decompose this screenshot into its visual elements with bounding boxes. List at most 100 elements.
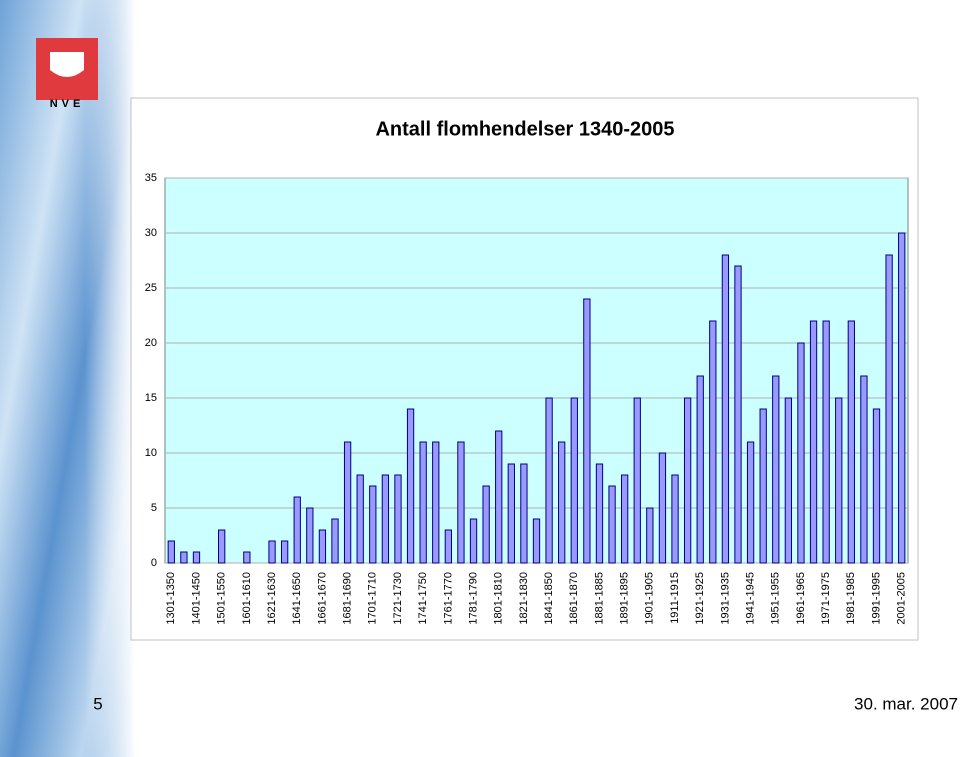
- bar: [570, 397, 578, 564]
- bar: [709, 320, 717, 564]
- bar: [369, 485, 377, 564]
- x-tick-label: 1961-1965: [795, 572, 807, 625]
- bar: [280, 540, 289, 564]
- x-tick-label: 1501-1550: [216, 572, 228, 625]
- x-tick-label: 1801-1810: [493, 572, 505, 625]
- x-tick-label: 1901-1905: [644, 572, 656, 625]
- bar: [734, 265, 742, 564]
- bar: [167, 540, 175, 564]
- bar: [192, 551, 201, 564]
- bar: [860, 375, 868, 564]
- bar: [469, 518, 478, 564]
- x-tick-label: 1721-1730: [392, 572, 404, 625]
- x-tick-label: 1761-1770: [442, 572, 454, 625]
- bar: [658, 452, 667, 564]
- x-tick-label: 2001-2005: [896, 572, 908, 625]
- bar: [381, 474, 390, 564]
- bar: [696, 375, 704, 564]
- y-tick-label: 30: [145, 227, 157, 239]
- bar: [180, 551, 188, 564]
- bar: [646, 507, 654, 564]
- bar: [507, 463, 515, 564]
- bar: [847, 320, 855, 564]
- bar: [482, 485, 490, 564]
- bar: [797, 342, 805, 564]
- bar: [331, 518, 339, 564]
- bar: [406, 408, 415, 564]
- bar: [545, 397, 553, 564]
- bar: [268, 540, 276, 564]
- x-tick-label: 1981-1985: [845, 572, 857, 625]
- x-tick-label: 1681-1690: [342, 572, 354, 625]
- x-tick-label: 1911-1915: [669, 572, 681, 624]
- bar: [898, 232, 906, 564]
- bar: [293, 496, 301, 564]
- x-tick-label: 1951-1955: [770, 572, 782, 625]
- x-tick-label: 1841-1850: [543, 572, 555, 625]
- bar: [621, 474, 629, 564]
- bar: [784, 397, 793, 564]
- chart: Antall flomhendelser 1340-2005 0 5 10 15 20 2…: [145, 118, 909, 625]
- x-tick-label: 1991-1995: [870, 572, 882, 625]
- y-tick-label: 35: [145, 172, 157, 184]
- x-tick-label: 1821-1830: [518, 572, 530, 625]
- chart-title: Antall flomhendelser 1340-2005: [375, 118, 674, 140]
- date: 30. mar. 2007: [854, 694, 958, 713]
- bar: [318, 529, 327, 564]
- bar: [520, 463, 528, 564]
- x-tick-label: 1621-1630: [266, 572, 278, 625]
- x-tick-label: 1641-1650: [291, 572, 303, 625]
- bar: [243, 551, 251, 564]
- bar: [671, 474, 679, 564]
- bar: [772, 375, 780, 564]
- bar: [432, 441, 440, 564]
- bar: [532, 518, 541, 564]
- x-tick-label: 1781-1790: [467, 572, 479, 625]
- bar: [822, 320, 830, 564]
- y-tick-label: 15: [145, 392, 157, 404]
- bar: [306, 507, 314, 564]
- y-tick-label: 25: [145, 282, 157, 294]
- x-tick-label: 1741-1750: [417, 572, 429, 625]
- bar: [356, 474, 364, 564]
- bar: [721, 254, 730, 564]
- page-number: 5: [93, 694, 102, 713]
- bar: [595, 463, 604, 564]
- bar: [608, 485, 616, 564]
- bar: [558, 441, 566, 564]
- bar: [809, 320, 818, 564]
- bar: [633, 397, 641, 564]
- y-tick-label: 10: [145, 447, 157, 459]
- bar: [835, 397, 843, 564]
- x-tick-label: 1401-1450: [190, 572, 202, 625]
- x-tick-label: 1971-1975: [820, 572, 832, 625]
- bar: [583, 298, 591, 564]
- bar: [343, 441, 352, 564]
- logo-text: NVE: [50, 98, 85, 110]
- bar: [444, 529, 452, 564]
- bar: [495, 430, 503, 564]
- x-tick-label: 1941-1945: [744, 572, 756, 625]
- logo-shield: [50, 52, 84, 77]
- logo: NVE: [36, 38, 98, 110]
- bar: [419, 441, 427, 564]
- plot-area: [164, 177, 909, 564]
- bar: [218, 529, 226, 564]
- x-tick-label: 1601-1610: [241, 572, 253, 625]
- bar: [457, 441, 465, 564]
- bar: [872, 408, 881, 564]
- bar: [885, 254, 893, 564]
- x-tick-label: 1881-1885: [593, 572, 605, 625]
- bar: [683, 397, 692, 564]
- x-tick-label: 1701-1710: [367, 572, 379, 625]
- y-tick-label: 20: [145, 337, 157, 349]
- y-tick-label: 5: [151, 502, 157, 514]
- x-tick-label: 1891-1895: [619, 572, 631, 625]
- x-tick-label: 1301-1350: [165, 572, 177, 625]
- x-tick-label: 1861-1870: [568, 572, 580, 625]
- bar: [759, 408, 767, 564]
- background-fade: [85, 0, 135, 757]
- x-tick-label: 1931-1935: [719, 572, 731, 625]
